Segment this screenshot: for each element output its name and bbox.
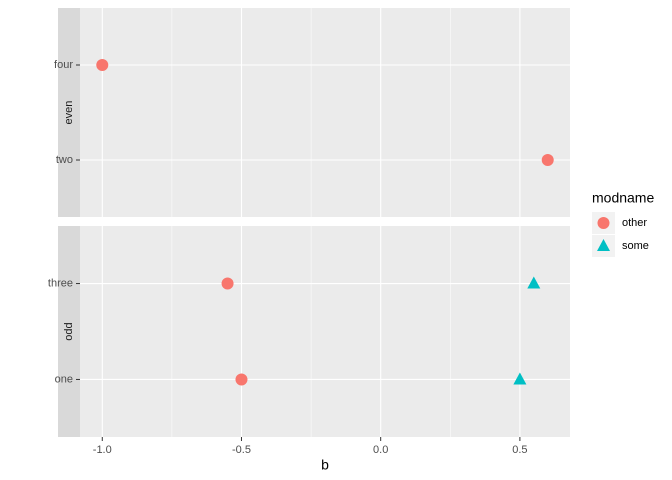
legend-label: other: [622, 217, 647, 229]
legend-symbol: [597, 239, 610, 251]
point: [513, 372, 527, 385]
y-tick-label: one: [55, 373, 73, 385]
point: [235, 373, 248, 386]
panel-background: [80, 226, 570, 437]
point: [96, 59, 109, 71]
x-tick-label: -1.0: [93, 444, 112, 456]
y-tick-label: four: [54, 59, 73, 71]
point: [527, 276, 541, 289]
y-tick-label: two: [56, 154, 73, 166]
strip-label: even: [63, 101, 75, 125]
x-axis-title: b: [321, 457, 329, 473]
legend-symbol: [597, 217, 610, 229]
x-tick-label: 0.0: [373, 444, 388, 456]
legend-title: modname: [592, 190, 654, 206]
x-tick-label: 0.5: [512, 444, 527, 456]
y-tick-label: three: [48, 277, 73, 289]
strip-background: [58, 8, 80, 217]
strip-background: [58, 226, 80, 437]
panel-background: [80, 8, 570, 217]
legend-label: some: [622, 240, 649, 252]
point: [541, 154, 554, 166]
x-tick-label: -0.5: [232, 444, 251, 456]
strip-label: odd: [63, 322, 75, 340]
point: [221, 277, 234, 290]
